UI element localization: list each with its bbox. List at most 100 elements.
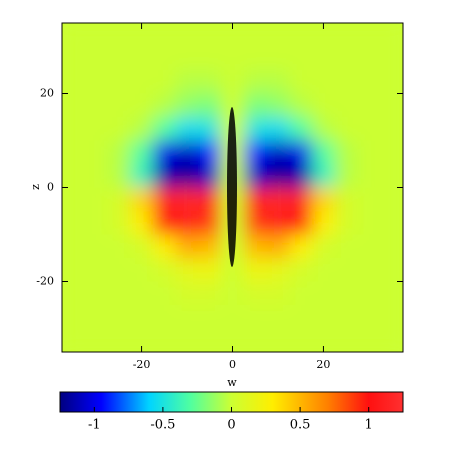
field-cell — [152, 305, 177, 329]
field-cell — [62, 328, 86, 352]
field-cell — [107, 70, 131, 94]
field-cell — [175, 164, 199, 188]
field-cell — [312, 305, 336, 329]
field-cell — [334, 258, 359, 282]
field-cell — [289, 328, 313, 352]
field-cell — [312, 23, 336, 47]
field-cell — [152, 23, 177, 47]
field-cell — [334, 328, 359, 352]
field-cell — [266, 187, 290, 212]
field-cell — [380, 258, 403, 282]
field-cell — [107, 281, 131, 306]
field-cell — [380, 281, 403, 306]
field-cell — [152, 93, 177, 118]
field-cell — [221, 328, 245, 352]
field-cell — [334, 70, 359, 94]
field-cell — [152, 117, 177, 141]
field-cell — [175, 211, 199, 235]
field-cell — [357, 46, 381, 71]
field-cell — [84, 164, 108, 188]
field-cell — [312, 211, 336, 235]
field-cell — [152, 328, 177, 352]
field-cell — [152, 187, 177, 212]
field-cell — [334, 234, 359, 259]
field-cell — [243, 305, 268, 329]
field-cell — [266, 258, 290, 282]
field-cell — [357, 164, 381, 188]
field-cell — [130, 258, 154, 282]
field-cell — [107, 211, 131, 235]
field-cell — [334, 164, 359, 188]
field-cell — [175, 23, 199, 47]
field-cell — [175, 234, 199, 259]
field-cell — [289, 281, 313, 306]
field-cell — [357, 140, 381, 165]
field-cell — [175, 328, 199, 352]
field-cell — [266, 328, 290, 352]
field — [62, 23, 403, 352]
field-cell — [130, 23, 154, 47]
field-cell — [221, 258, 245, 282]
field-cell — [84, 23, 108, 47]
field-cell — [266, 46, 290, 71]
field-cell — [84, 258, 108, 282]
field-cell — [130, 164, 154, 188]
field-cell — [62, 46, 86, 71]
x-tick-label: -20 — [133, 358, 151, 371]
field-cell — [198, 23, 222, 47]
field-cell — [289, 211, 313, 235]
field-cell — [312, 46, 336, 71]
field-cell — [107, 234, 131, 259]
field-cell — [175, 305, 199, 329]
field-cell — [107, 93, 131, 118]
field-cell — [266, 140, 290, 165]
field-cell — [198, 117, 222, 141]
field-cell — [152, 140, 177, 165]
field-cell — [84, 46, 108, 71]
field-cell — [312, 281, 336, 306]
field-cell — [357, 328, 381, 352]
field-cell — [243, 187, 268, 212]
field-cell — [198, 281, 222, 306]
field-cell — [107, 305, 131, 329]
field-cell — [357, 187, 381, 212]
field-cell — [221, 93, 245, 118]
field-cell — [243, 93, 268, 118]
field-cell — [107, 23, 131, 47]
field-cell — [130, 140, 154, 165]
field-cell — [84, 117, 108, 141]
field-cell — [380, 234, 403, 259]
field-cell — [84, 234, 108, 259]
field-cell — [312, 328, 336, 352]
field-cell — [84, 211, 108, 235]
field-cell — [152, 234, 177, 259]
field-cell — [198, 258, 222, 282]
field-cell — [334, 140, 359, 165]
field-cell — [266, 305, 290, 329]
field-cell — [198, 164, 222, 188]
field-cell — [62, 305, 86, 329]
field-cell — [130, 234, 154, 259]
field-cell — [198, 46, 222, 71]
y-axis-label: z — [29, 184, 42, 190]
field-cell — [198, 328, 222, 352]
field-cell — [175, 93, 199, 118]
field-cell — [380, 211, 403, 235]
field-cell — [130, 187, 154, 212]
field-cell — [266, 234, 290, 259]
field-cell — [312, 164, 336, 188]
y-tick-label: -20 — [36, 275, 54, 288]
field-cell — [198, 305, 222, 329]
field-cell — [84, 187, 108, 212]
field-cell — [152, 258, 177, 282]
field-cell — [312, 140, 336, 165]
field-cell — [334, 305, 359, 329]
field-cell — [243, 281, 268, 306]
field-cell — [130, 305, 154, 329]
field-cell — [198, 70, 222, 94]
field-cell — [175, 187, 199, 212]
field-cell — [266, 117, 290, 141]
field-cell — [107, 187, 131, 212]
field-cell — [130, 70, 154, 94]
